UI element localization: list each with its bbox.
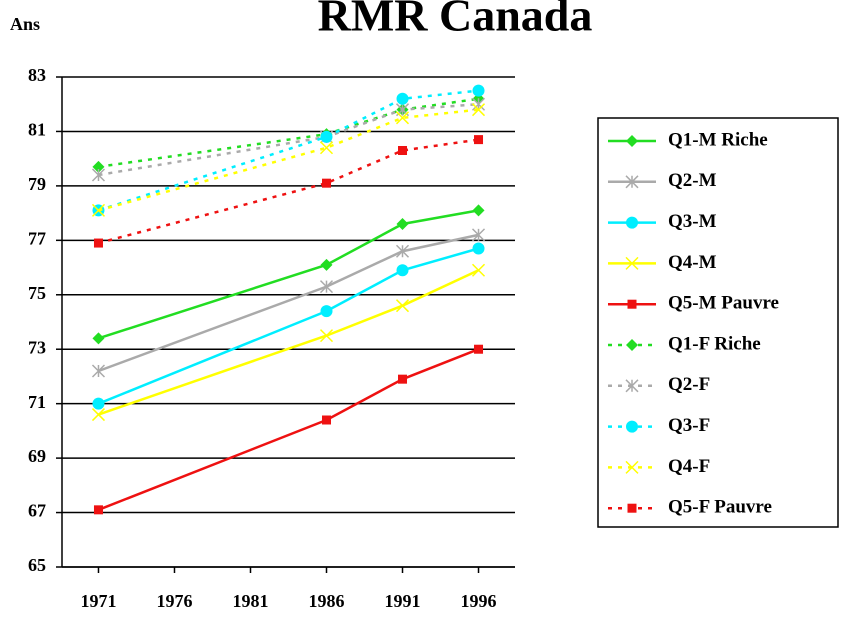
data-point	[396, 218, 409, 230]
x-tick-label: 1976	[156, 591, 192, 611]
legend-label: Q5-M Pauvre	[668, 293, 779, 314]
data-point	[92, 160, 105, 173]
data-point	[395, 244, 410, 258]
legend-label: Q3-M	[668, 211, 717, 232]
data-point	[474, 344, 484, 354]
y-tick-label: 75	[28, 283, 46, 303]
data-point	[91, 168, 106, 182]
data-point	[471, 97, 486, 111]
data-point	[322, 415, 332, 425]
legend-marker	[626, 420, 638, 433]
data-point	[320, 258, 333, 271]
legend-box	[597, 117, 839, 528]
series-line	[98, 102, 479, 177]
y-tick-label: 79	[28, 174, 46, 194]
legend-label: Q3-F	[668, 415, 710, 436]
data-point	[319, 280, 334, 294]
data-point	[91, 408, 106, 422]
y-tick-label: 65	[28, 555, 46, 575]
data-point	[472, 242, 485, 255]
data-point	[93, 505, 103, 515]
legend-marker	[626, 135, 638, 147]
legend-label: Q1-M Riche	[668, 129, 768, 150]
legend-marker	[627, 503, 637, 513]
data-point	[319, 329, 334, 343]
legend-marker	[626, 339, 638, 351]
data-point	[395, 111, 410, 125]
legend-marker	[625, 175, 639, 189]
data-point	[472, 84, 485, 97]
data-point	[91, 364, 106, 378]
series-line	[98, 233, 479, 373]
y-tick-label: 77	[28, 228, 46, 248]
x-tick-label: 1971	[80, 591, 116, 611]
series-line	[98, 209, 479, 340]
data-point	[472, 204, 485, 217]
chart-title: RMR Canada	[318, 0, 593, 41]
data-point	[322, 178, 332, 188]
x-tick-label: 1991	[385, 591, 421, 611]
legend-marker	[625, 256, 639, 270]
series-line	[98, 89, 479, 212]
data-point	[319, 141, 334, 155]
legend-label: Q5-F Pauvre	[668, 497, 772, 518]
x-tick-label: 1986	[309, 591, 345, 611]
legend-label: Q4-M	[668, 252, 717, 273]
data-point	[396, 92, 409, 105]
data-point	[92, 397, 105, 410]
y-tick-label: 71	[28, 392, 46, 412]
data-point	[92, 332, 105, 345]
series-line	[98, 348, 479, 511]
legend-marker	[625, 379, 639, 393]
data-point	[398, 146, 408, 155]
y-tick-label: 73	[28, 337, 46, 357]
y-tick-label: 69	[28, 446, 46, 466]
y-tick-label: 81	[28, 120, 46, 140]
y-tick-label: 83	[28, 65, 46, 85]
data-point	[471, 103, 486, 117]
legend-marker	[627, 299, 637, 309]
legend-marker	[626, 216, 638, 229]
legend-marker	[625, 460, 639, 474]
legend-label: Q4-F	[668, 456, 710, 477]
data-point	[474, 135, 484, 145]
legend-label: Q2-M	[668, 170, 717, 191]
series-line	[98, 108, 479, 212]
data-point	[398, 374, 408, 384]
data-point	[93, 238, 103, 248]
data-point	[396, 264, 409, 277]
data-point	[91, 203, 106, 217]
data-point	[471, 263, 486, 277]
legend-label: Q1-F Riche	[668, 333, 761, 354]
x-tick-label: 1996	[461, 591, 497, 611]
data-point	[320, 305, 333, 318]
data-point	[395, 299, 410, 313]
data-point	[320, 130, 333, 143]
legend-label: Q2-F	[668, 374, 710, 395]
series-line	[98, 269, 480, 416]
x-tick-label: 1981	[232, 591, 268, 611]
series-line	[98, 97, 479, 169]
series-line	[98, 247, 479, 405]
y-axis-label: Ans	[10, 14, 40, 34]
data-point	[471, 228, 486, 242]
y-tick-label: 67	[28, 501, 46, 521]
